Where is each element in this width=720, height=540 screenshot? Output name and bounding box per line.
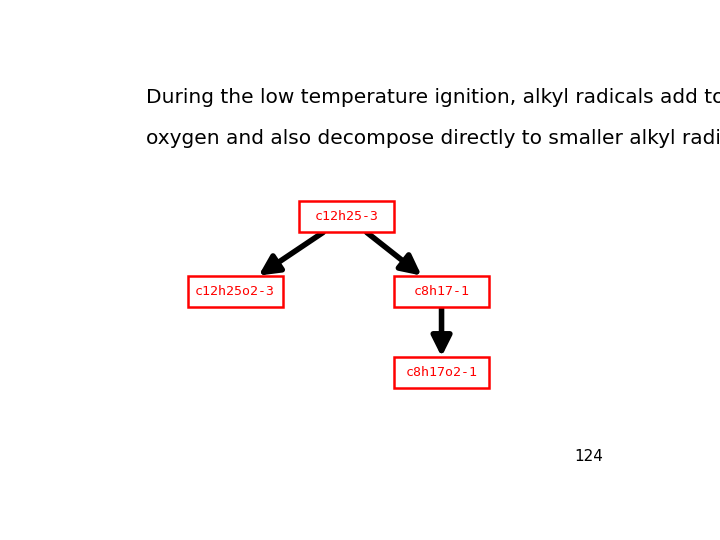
FancyBboxPatch shape: [394, 357, 489, 388]
Text: c8h17o2-1: c8h17o2-1: [405, 366, 477, 379]
FancyBboxPatch shape: [394, 275, 489, 307]
Text: c12h25-3: c12h25-3: [315, 210, 379, 223]
FancyBboxPatch shape: [300, 201, 394, 232]
FancyBboxPatch shape: [188, 275, 282, 307]
Text: During the low temperature ignition, alkyl radicals add to mo: During the low temperature ignition, alk…: [145, 87, 720, 107]
Text: c8h17-1: c8h17-1: [413, 285, 469, 298]
Text: oxygen and also decompose directly to smaller alkyl radical: oxygen and also decompose directly to sm…: [145, 129, 720, 149]
Text: c12h25o2-3: c12h25o2-3: [195, 285, 275, 298]
Text: 124: 124: [575, 449, 603, 464]
